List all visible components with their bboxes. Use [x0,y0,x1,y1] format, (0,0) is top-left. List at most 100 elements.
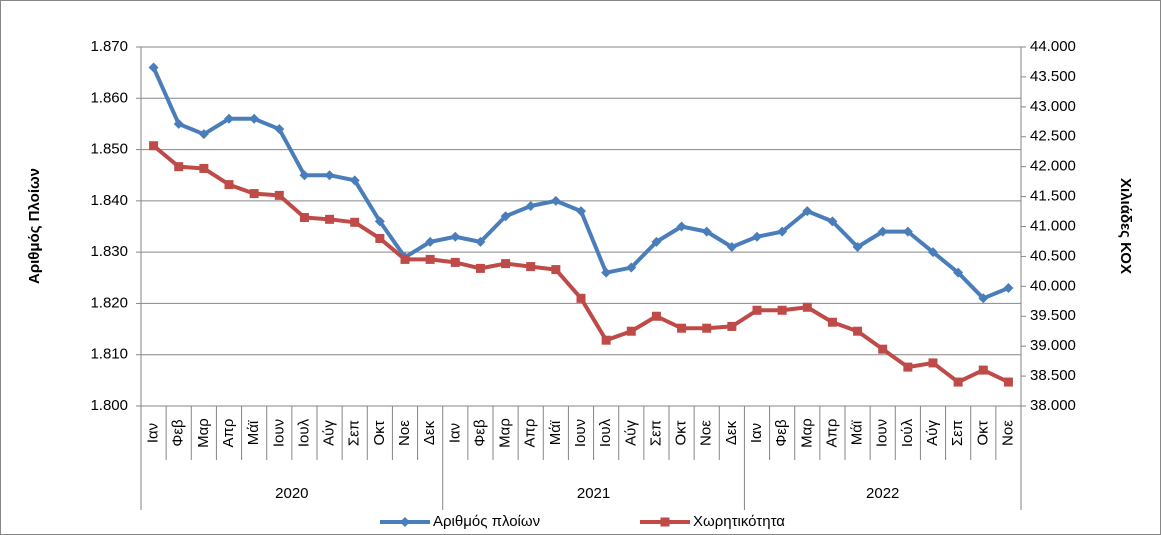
x-tick-label: Απρ [522,419,539,448]
point [324,170,335,181]
x-tick-label: Μάϊ [849,420,866,445]
x-tick-label: Μάϊ [547,420,564,445]
point [726,242,737,253]
point [526,262,536,272]
point [450,231,461,242]
point [576,206,586,217]
x-tick-label: Ιουν [874,419,891,447]
x-tick-label: Μαρ [195,418,212,448]
x-tick-label: Οκτ [974,420,991,445]
point [501,259,511,269]
point [525,200,536,211]
y-tick-label: 1.810 [90,346,128,363]
point [727,321,737,331]
x-tick-label: Ιαν [446,423,463,443]
x-tick-label: Νοε [698,420,715,446]
y2-tick-label: 41.000 [1030,217,1076,234]
x-tick-label: Σεπ [949,420,966,446]
x-tick-label: Σεπ [346,420,363,446]
x-tick-label: Ιούλ [899,418,916,447]
point [702,323,712,333]
point [853,326,863,336]
y-tick-label: 1.850 [90,141,128,158]
point [601,335,611,345]
x-tick-label: Ιουν [572,419,589,447]
point [660,517,670,527]
y2-tick-label: 40.000 [1030,277,1076,294]
point [701,226,712,237]
point [400,517,410,527]
y2-tick-label: 39.000 [1030,337,1076,354]
point [1003,377,1013,387]
point [802,302,812,312]
point [198,129,209,140]
y2-tick-label: 38.500 [1030,367,1076,384]
x-tick-label: Φεβ [773,419,790,447]
point [274,190,284,200]
x-tick-label: Οκτ [673,420,690,445]
y2-tick-label: 38.000 [1030,397,1076,414]
x-tick-label: Σεπ [647,420,664,446]
x-tick-label: Φεβ [170,419,187,447]
point [878,344,888,354]
x-tick-label: Δεκ [723,420,740,445]
point [902,226,913,237]
point [877,226,888,237]
point [777,305,787,315]
point [551,265,561,275]
x-tick-label: Οκτ [371,420,388,445]
legend-label: Χωρητικότητα [693,513,785,530]
point [450,257,460,267]
point [676,221,687,232]
y2-tick-label: 44.000 [1030,38,1076,55]
point [249,189,259,199]
x-tick-label: Ιουλ [295,418,312,447]
point [349,175,360,186]
point [174,162,184,172]
point [802,206,813,217]
point [978,365,988,375]
point [953,267,964,278]
point [626,326,636,336]
point [249,113,260,124]
point [651,236,662,247]
y-tick-label: 1.870 [90,38,128,55]
point [224,180,234,190]
point [827,317,837,327]
x-tick-label: Νοε [396,420,413,446]
point [350,217,360,227]
point [475,236,486,247]
point [400,254,410,264]
point [475,263,485,273]
point [626,262,637,273]
x-tick-label: Ιαν [748,423,765,443]
point [173,118,184,129]
y2-tick-label: 41.500 [1030,188,1076,205]
point [425,254,435,264]
x-tick-label: Δεκ [421,420,438,445]
x-tick-label: Αύγ [321,420,338,446]
y-tick-label: 1.820 [90,294,128,311]
point [274,124,285,135]
point [199,163,209,173]
point [752,231,762,242]
point [299,213,309,223]
y-axis-title: Αριθμός Πλοίων [26,168,43,284]
x-tick-label: Απρ [220,419,237,448]
x-tick-label: Ιουν [270,419,287,447]
point [777,226,788,237]
point [903,362,913,372]
y2-axis-title: Χιλιάδες ΚΟΧ [1117,178,1134,274]
x-tick-label: Μαρ [798,418,815,448]
point [425,236,436,247]
legend-label: Αριθμός πλοίων [433,513,540,530]
x-tick-label: Μάϊ [245,420,262,445]
point [928,358,938,368]
point [852,242,863,253]
y-tick-label: 1.860 [90,89,128,106]
x-tick-label: Αύγ [622,420,639,446]
point [651,311,661,321]
point [827,216,838,227]
